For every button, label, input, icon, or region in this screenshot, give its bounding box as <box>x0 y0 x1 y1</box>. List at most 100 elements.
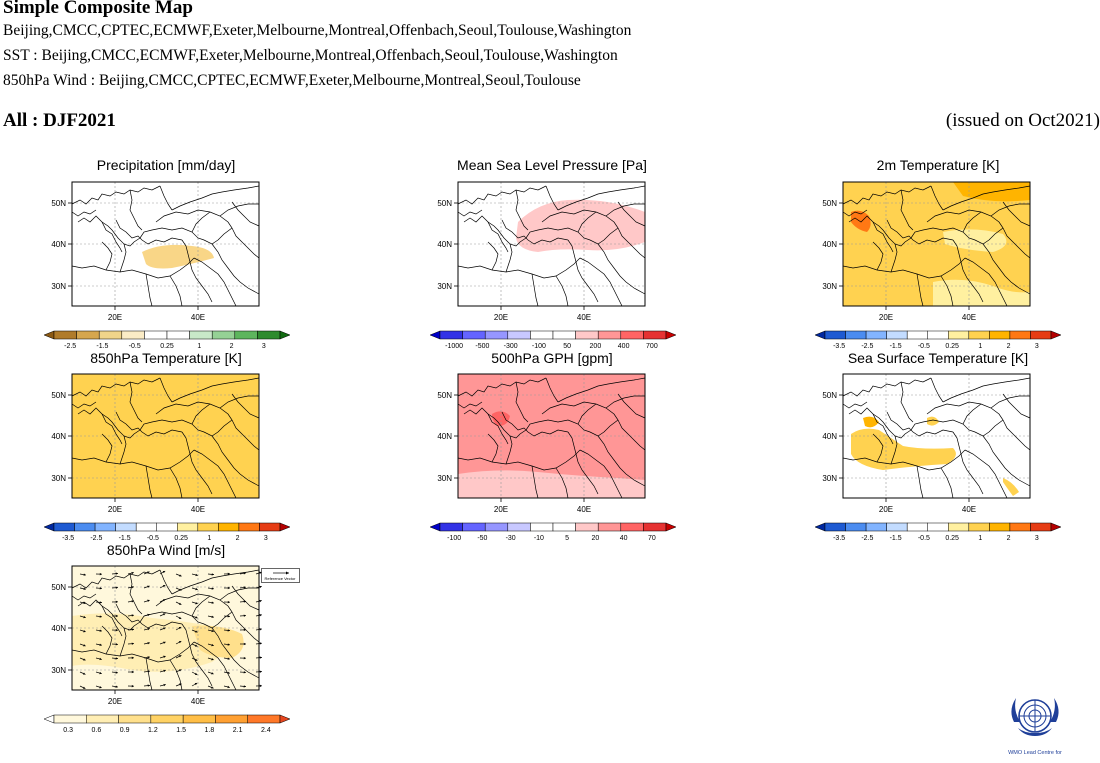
lon-label: 40E <box>577 505 591 514</box>
lat-label: 30N <box>822 474 837 483</box>
panel-title: 500hPa GPH [gpm] <box>402 350 702 366</box>
colorbar-label: -1000 <box>445 343 463 350</box>
models-list-sst: SST : Beijing,CMCC,ECMWF,Exeter,Melbourn… <box>3 47 618 65</box>
colorbar-label: 200 <box>590 343 602 350</box>
lon-label: 20E <box>879 313 893 322</box>
map-wind: 50N 40N 30N 20E 40E <box>36 566 263 714</box>
lon-label: 20E <box>494 505 508 514</box>
panel-title: 850hPa Temperature [K] <box>16 350 316 366</box>
lon-label: 20E <box>108 505 122 514</box>
lat-label: 40N <box>822 240 837 249</box>
colorbar-label: 2.4 <box>261 727 271 734</box>
lat-label: 30N <box>51 666 66 675</box>
lon-label: 40E <box>962 313 976 322</box>
colorbar-label: 0.25 <box>174 535 188 542</box>
lon-label: 40E <box>191 697 205 706</box>
lon-label: 20E <box>108 313 122 322</box>
colorbar-label: 2 <box>236 535 240 542</box>
models-list-precip: Beijing,CMCC,CPTEC,ECMWF,Exeter,Melbourn… <box>3 22 631 40</box>
colorbar-label: 1.2 <box>148 727 158 734</box>
colorbar-label: 3 <box>262 343 266 350</box>
lat-label: 30N <box>437 474 452 483</box>
colorbar-label: -0.5 <box>147 535 159 542</box>
lat-label: 30N <box>51 474 66 483</box>
colorbar-label: -300 <box>504 343 518 350</box>
lat-label: 50N <box>51 583 66 592</box>
colorbar-label: 50 <box>563 343 571 350</box>
lon-label: 20E <box>494 313 508 322</box>
panel-title: Sea Surface Temperature [K] <box>788 350 1088 366</box>
colorbar-label: 0.25 <box>160 343 174 350</box>
colorbar-label: -1.5 <box>119 535 131 542</box>
lat-label: 40N <box>51 624 66 633</box>
colorbar-label: -1.5 <box>96 343 108 350</box>
colorbar-label: 700 <box>646 343 658 350</box>
lat-label: 40N <box>51 240 66 249</box>
colorbar-label: -100 <box>532 343 546 350</box>
lat-label: 40N <box>51 432 66 441</box>
lat-label: 50N <box>51 391 66 400</box>
lon-label: 40E <box>191 505 205 514</box>
colorbar-label: 400 <box>618 343 630 350</box>
lat-label: 40N <box>822 432 837 441</box>
lon-label: 20E <box>879 505 893 514</box>
reference-vector-box: Reference Vector <box>261 568 301 584</box>
lat-label: 50N <box>822 391 837 400</box>
lat-label: 30N <box>437 282 452 291</box>
colorbar-label: 1.5 <box>176 727 186 734</box>
logo-caption: WMO Lead Centre for <box>1008 750 1062 756</box>
colorbar-label: 2 <box>1007 535 1011 542</box>
colorbar-label: 1 <box>197 343 201 350</box>
colorbar-label: -100 <box>447 535 461 542</box>
lat-label: 40N <box>437 240 452 249</box>
colorbar-label: -2.5 <box>861 343 873 350</box>
colorbar-label: -2.5 <box>861 535 873 542</box>
issued-date: (issued on Oct2021) <box>946 110 1100 132</box>
colorbar-label: 2.1 <box>233 727 243 734</box>
colorbar-label: -10 <box>534 535 544 542</box>
colorbar-label: -30 <box>506 535 516 542</box>
colorbar-label: 3 <box>1035 343 1039 350</box>
lon-label: 40E <box>962 505 976 514</box>
colorbar-label: 3 <box>264 535 268 542</box>
panel-title: Precipitation [mm/day] <box>16 157 316 173</box>
colorbar-label: 1.8 <box>205 727 215 734</box>
colorbar-label: -50 <box>477 535 487 542</box>
colorbar-label: 1 <box>978 535 982 542</box>
season-label: All : DJF2021 <box>3 110 116 132</box>
lat-label: 40N <box>437 432 452 441</box>
colorbar-label: 1 <box>207 535 211 542</box>
colorbar-label: -2.5 <box>90 535 102 542</box>
colorbar-label: 1 <box>978 343 982 350</box>
colorbar-label: 3 <box>1035 535 1039 542</box>
panel-title: Mean Sea Level Pressure [Pa] <box>402 157 702 173</box>
colorbar-label: -2.5 <box>64 343 76 350</box>
colorbar-label: -1.5 <box>890 535 902 542</box>
colorbar-label: 5 <box>565 535 569 542</box>
lat-label: 50N <box>822 199 837 208</box>
colorbar-label: -3.5 <box>833 343 845 350</box>
colorbar-label: 0.25 <box>945 343 959 350</box>
map-sst: 50N 40N 30N 20E 40E <box>807 374 1034 522</box>
models-list-wind: 850hPa Wind : Beijing,CMCC,CPTEC,ECMWF,E… <box>3 72 581 90</box>
colorbar-label: 40 <box>620 535 628 542</box>
colorbar-label: 70 <box>648 535 656 542</box>
colorbar-label: -0.5 <box>918 343 930 350</box>
panel-title: 2m Temperature [K] <box>788 157 1088 173</box>
colorbar: -3.5 -2.5 -1.5 -0.5 0.25 1 2 3 <box>44 523 300 543</box>
colorbar-label: -3.5 <box>62 535 74 542</box>
reference-vector-label: Reference Vector <box>265 576 297 581</box>
wmo-logo: WMO Lead Centre for <box>1004 692 1066 758</box>
lon-label: 20E <box>108 697 122 706</box>
panel-title: 850hPa Wind [m/s] <box>16 542 316 558</box>
colorbar-label: 2 <box>1007 343 1011 350</box>
